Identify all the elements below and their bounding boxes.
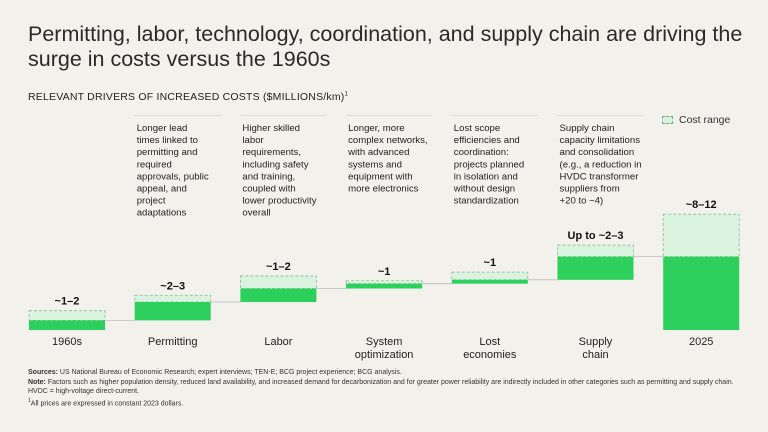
category-label: Supply bbox=[579, 336, 613, 348]
description-text: HVDC transformer bbox=[560, 171, 640, 182]
category-label: Labor bbox=[264, 336, 292, 348]
bar-range bbox=[557, 244, 634, 258]
bar-solid bbox=[663, 256, 740, 330]
description-text: coordination: bbox=[454, 147, 509, 158]
description-text: coupled with bbox=[242, 184, 295, 195]
description-text: and training, bbox=[242, 171, 295, 182]
description-text: in isolation and bbox=[454, 171, 518, 182]
description-text: appeal, and bbox=[137, 184, 187, 195]
sources-text: US National Bureau of Economic Research;… bbox=[59, 369, 402, 376]
description-text: complex networks, bbox=[348, 135, 427, 146]
category-label: optimization bbox=[355, 349, 414, 361]
note-text: Factors such as higher population densit… bbox=[28, 378, 734, 396]
description-text: Longer lead bbox=[137, 123, 188, 134]
description-text: Longer, more bbox=[348, 123, 405, 134]
description-text: suppliers from bbox=[560, 184, 620, 195]
description-text: more electronics bbox=[348, 184, 419, 195]
description-text: requirements, bbox=[242, 147, 301, 158]
description-text: adaptations bbox=[137, 208, 187, 219]
value-label: ~2–3 bbox=[160, 280, 185, 292]
description-text: and consolidation bbox=[560, 147, 635, 158]
description-text: project bbox=[137, 196, 166, 207]
description-text: including safety bbox=[242, 159, 308, 170]
description-text: +20 to ~4) bbox=[560, 196, 604, 207]
value-label: ~1 bbox=[378, 266, 391, 278]
description-text: Higher skilled bbox=[242, 123, 300, 134]
category-label: Lost bbox=[479, 336, 500, 348]
description-text: approvals, public bbox=[137, 171, 209, 182]
value-label: ~8–12 bbox=[686, 199, 717, 211]
category-label: 1960s bbox=[52, 336, 82, 348]
sources-label: Sources: bbox=[28, 369, 58, 376]
category-label: Permitting bbox=[148, 336, 198, 348]
note-line: Note: Factors such as higher population … bbox=[28, 378, 753, 397]
description-text: standardization bbox=[454, 196, 519, 207]
footnote-mark: 1 bbox=[28, 397, 31, 404]
footnotes: Sources: US National Bureau of Economic … bbox=[28, 368, 753, 408]
value-label: ~1–2 bbox=[266, 261, 291, 273]
bar-solid bbox=[346, 283, 423, 289]
chart-subtitle: RELEVANT DRIVERS OF INCREASED COSTS ($MI… bbox=[28, 91, 348, 103]
bar-range bbox=[662, 213, 740, 258]
bar-range bbox=[451, 271, 529, 281]
chart-legend: Cost range bbox=[662, 113, 730, 127]
bar-solid bbox=[134, 302, 211, 321]
description-text: Lost scope bbox=[454, 123, 500, 134]
value-label: Up to ~2–3 bbox=[568, 230, 624, 242]
bar-solid bbox=[557, 256, 634, 280]
description-text: Supply chain bbox=[560, 123, 615, 134]
description-text: equipment with bbox=[348, 171, 413, 182]
bar-range bbox=[345, 280, 423, 285]
description-text: overall bbox=[242, 208, 270, 219]
description-text: lower productivity bbox=[242, 196, 316, 207]
value-label: ~1–2 bbox=[55, 296, 80, 308]
bar-range bbox=[134, 294, 212, 303]
footnote-text: All prices are expressed in constant 202… bbox=[30, 399, 184, 407]
value-label: ~1 bbox=[484, 257, 497, 269]
bar-range bbox=[28, 310, 106, 321]
chart-subtitle-footnote: 1 bbox=[344, 91, 349, 98]
bar-solid bbox=[29, 320, 105, 330]
description-text: systems and bbox=[348, 159, 402, 170]
chart-subtitle-text: RELEVANT DRIVERS OF INCREASED COSTS ($MI… bbox=[28, 91, 345, 103]
category-label: 2025 bbox=[689, 336, 713, 348]
description-text: capacity limitations bbox=[560, 135, 641, 146]
note-label: Note: bbox=[28, 378, 46, 386]
description-text: times linked to bbox=[137, 135, 198, 146]
legend-swatch-cost-range bbox=[662, 116, 673, 124]
page-title: Permitting, labor, technology, coordinat… bbox=[28, 22, 743, 71]
description-text: without design bbox=[453, 184, 515, 195]
bar-range bbox=[239, 275, 317, 289]
category-label: chain bbox=[582, 349, 608, 361]
description-text: (e.g., a reduction in bbox=[560, 159, 642, 170]
sources-line: Sources: US National Bureau of Economic … bbox=[28, 368, 753, 378]
description-text: projects planned bbox=[454, 159, 524, 170]
bar-solid bbox=[451, 279, 528, 284]
description-text: permitting and bbox=[137, 147, 198, 158]
category-label: economies bbox=[463, 349, 517, 361]
description-text: required bbox=[137, 159, 172, 170]
bar-solid bbox=[240, 288, 317, 303]
description-text: efficiencies and bbox=[454, 135, 520, 146]
description-text: with advanced bbox=[347, 147, 409, 158]
legend-label: Cost range bbox=[679, 114, 731, 126]
footnote-line: 1All prices are expressed in constant 20… bbox=[28, 397, 753, 409]
description-text: labor bbox=[242, 135, 264, 146]
category-label: System bbox=[366, 336, 403, 348]
